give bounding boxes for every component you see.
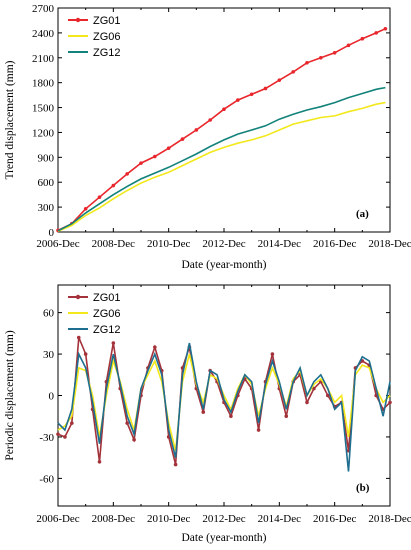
data-point-zg01 <box>201 410 206 414</box>
data-point-zg01 <box>236 98 240 102</box>
y-tick-label: 60 <box>43 308 55 320</box>
y-tick-label: 600 <box>38 177 55 189</box>
chart-panel-2: -60 -30 0 30 60 2006-Dec 2008-Dec 2010-Dec 2012-… <box>4 284 411 544</box>
legend-marker <box>75 294 81 300</box>
data-point-zg01 <box>325 393 330 398</box>
x-tick-label: 2010-Dec <box>147 513 190 525</box>
y-tick-label: 2400 <box>32 28 55 40</box>
data-point-zg01 <box>312 386 316 391</box>
data-point-zg01 <box>111 341 116 345</box>
data-point-zg01 <box>270 352 275 356</box>
data-point-zg01 <box>194 128 199 132</box>
series-line-zg12 <box>57 86 386 232</box>
data-point-zg01 <box>346 43 351 48</box>
x-tick-label: 2014-Dec <box>258 513 301 525</box>
x-tick-label: 2008-Dec <box>92 238 135 250</box>
data-point-zg01 <box>388 400 392 405</box>
x-axis-title: Date (year-month) <box>181 532 266 544</box>
x-tick-label: 2018-Dec <box>368 238 411 250</box>
data-point-zg01 <box>56 432 60 436</box>
series-line-zg12 <box>57 342 391 472</box>
y-tick-label: 900 <box>38 152 55 164</box>
x-tick-label: 2016-Dec <box>313 513 356 525</box>
data-point-zg01 <box>305 60 309 65</box>
x-tick-label: 2014-Dec <box>258 238 301 250</box>
data-point-zg01 <box>332 51 337 55</box>
legend-label-zg12: ZG12 <box>93 324 121 336</box>
legend-label-zg01: ZG01 <box>93 15 121 27</box>
y-tick-label: 30 <box>43 349 55 361</box>
data-point-zg01 <box>153 154 157 159</box>
chart-panel-1: 0 300 600 900 1200 1500 1800 2100 2400 2700 2006-D… <box>4 3 411 271</box>
y-tick-label: 2100 <box>32 53 55 65</box>
data-point-zg01 <box>111 183 116 188</box>
x-tick-label: 2016-Dec <box>313 238 356 250</box>
x-tick-label: 2008-Dec <box>92 513 135 525</box>
legend-marker <box>75 17 81 23</box>
data-point-zg01 <box>284 414 289 419</box>
x-tick-label: 2006-Dec <box>36 513 79 525</box>
x-tick-label: 2006-Dec <box>36 238 79 250</box>
legend-label-zg06: ZG06 <box>93 308 121 320</box>
data-point-zg01 <box>83 352 88 356</box>
series-line-zg06 <box>57 101 386 232</box>
data-point-zg01 <box>76 335 81 340</box>
data-point-zg01 <box>70 421 74 425</box>
data-point-zg01 <box>180 137 185 141</box>
x-tick-label: 2010-Dec <box>147 238 190 250</box>
data-point-zg01 <box>125 172 129 176</box>
data-point-zg01 <box>132 437 136 442</box>
y-tick-label: -60 <box>39 473 54 485</box>
data-point-zg01 <box>263 86 268 91</box>
data-point-zg01 <box>256 428 261 432</box>
panel-label: (a) <box>356 208 369 220</box>
data-point-zg01 <box>173 462 178 467</box>
legend-label-zg06: ZG06 <box>93 31 121 43</box>
data-point-zg01 <box>125 421 129 425</box>
data-point-zg01 <box>208 118 212 122</box>
y-tick-label: -30 <box>39 432 54 444</box>
data-point-zg01 <box>153 345 157 349</box>
data-point-zg01 <box>319 55 323 60</box>
data-point-zg01 <box>374 31 378 35</box>
data-point-zg01 <box>277 78 282 82</box>
series-line-zg06 <box>57 353 391 451</box>
data-point-zg01 <box>97 460 102 464</box>
y-tick-label: 300 <box>38 202 55 214</box>
legend-label-zg01: ZG01 <box>93 292 121 304</box>
x-axis-title: Date (year-month) <box>181 259 266 271</box>
data-point-zg01 <box>166 146 171 151</box>
data-point-zg01 <box>383 26 388 31</box>
data-point-zg01 <box>63 435 67 439</box>
data-point-zg01 <box>222 107 226 112</box>
data-point-zg01 <box>305 400 309 405</box>
y-tick-label: 0 <box>49 391 55 403</box>
data-point-zg01 <box>249 92 254 97</box>
y-axis-title: Trend displacement (mm) <box>4 60 16 179</box>
y-tick-label: 0 <box>49 227 55 239</box>
y-axis-title: Periodic displacement (mm) <box>4 330 16 460</box>
data-point-zg01 <box>360 36 365 41</box>
y-tick-label: 1500 <box>32 103 55 115</box>
y-tick-label: 2700 <box>32 3 55 15</box>
data-point-zg01 <box>139 161 143 165</box>
data-point-zg01 <box>83 206 88 211</box>
data-point-zg01 <box>97 195 102 199</box>
legend-label-zg12: ZG12 <box>93 47 121 59</box>
x-tick-label: 2012-Dec <box>202 513 245 525</box>
data-point-zg01 <box>229 414 233 419</box>
x-tick-label: 2018-Dec <box>368 513 411 525</box>
x-tick-label: 2012-Dec <box>202 238 245 250</box>
y-tick-label: 1200 <box>32 127 55 139</box>
y-tick-label: 1800 <box>32 78 55 90</box>
data-point-zg01 <box>291 70 295 74</box>
panel-label: (b) <box>356 482 370 494</box>
